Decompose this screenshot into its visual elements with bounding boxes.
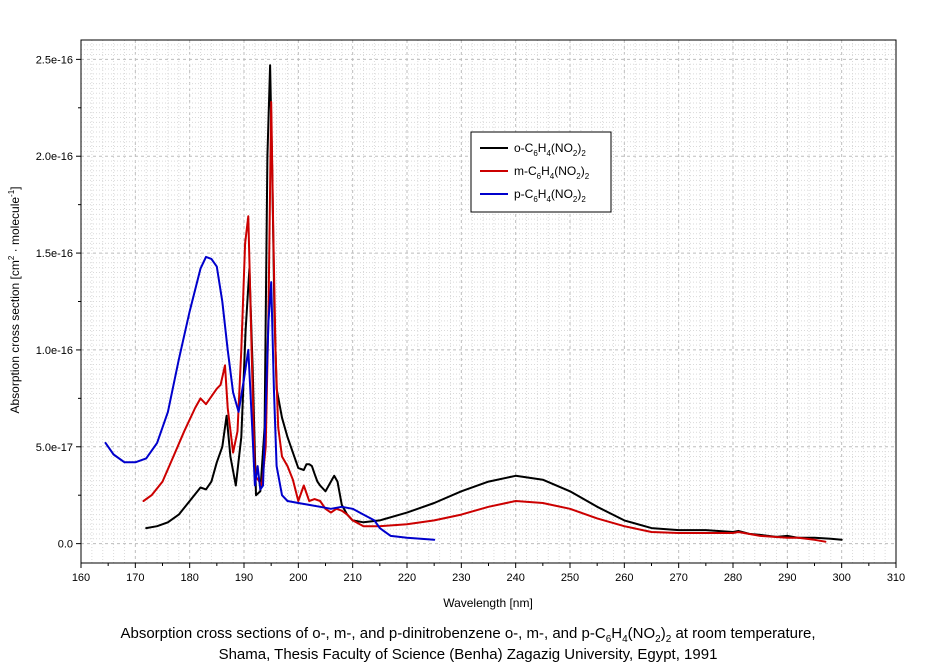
series-line-m [142,101,827,543]
series-line-o [145,64,843,541]
x-tick-label: 250 [561,572,579,584]
legend: o-C6H4(NO2)2 m-C6H4(NO2)2 p-C6H4(NO2)2 [470,131,612,213]
caption-line-2: Shama, Thesis Faculty of Science (Benha)… [218,646,718,663]
y-tick-label: 2.5e-16 [36,54,73,66]
x-tick-label: 180 [180,572,198,584]
x-tick-label: 300 [832,572,850,584]
x-axis: 160 170 180 190 200 210 220 230 240 250 260 270 280 2… [72,563,905,584]
x-tick-label: 190 [235,572,253,584]
x-axis-label: Wavelength [nm] [443,596,533,610]
x-tick-label: 260 [615,572,633,584]
legend-label-m: m-C6H4(NO2)2 [514,164,590,181]
x-tick-label: 210 [343,572,361,584]
x-tick-label: 270 [669,572,687,584]
series-line-p [104,255,436,541]
x-tick-label: 220 [398,572,416,584]
legend-entry-m: m-C6H4(NO2)2 [480,164,590,181]
y-tick-label: 2.0e-16 [36,151,73,163]
x-tick-label: 290 [778,572,796,584]
y-axis: 0.0 5.0e-17 1.0e-16 1.5e-16 2.0e-16 2.5e-16 [36,54,81,551]
x-tick-label: 240 [506,572,524,584]
legend-entry-o: o-C6H4(NO2)2 [480,141,586,158]
x-tick-label: 310 [887,572,905,584]
y-tick-label: 0.0 [58,539,73,551]
x-tick-label: 200 [289,572,307,584]
legend-label-o: o-C6H4(NO2)2 [514,141,586,158]
x-tick-label: 280 [724,572,742,584]
series-layer [104,64,843,543]
y-axis-label: Absorption cross section [cm2 · molecule… [7,186,22,413]
legend-entry-p: p-C6H4(NO2)2 [480,187,586,204]
x-tick-label: 160 [72,572,90,584]
plot-frame [80,39,897,564]
y-tick-label: 5.0e-17 [36,442,73,454]
x-tick-label: 170 [126,572,144,584]
legend-label-p: p-C6H4(NO2)2 [514,187,586,204]
y-tick-label: 1.0e-16 [36,345,73,357]
caption-line-1: Absorption cross sections of o-, m-, and… [120,625,816,645]
chart: 160 170 180 190 200 210 220 230 240 250 260 270 280 2… [7,39,905,610]
grid [80,39,897,563]
y-tick-label: 1.5e-16 [36,248,73,260]
x-tick-label: 230 [452,572,470,584]
